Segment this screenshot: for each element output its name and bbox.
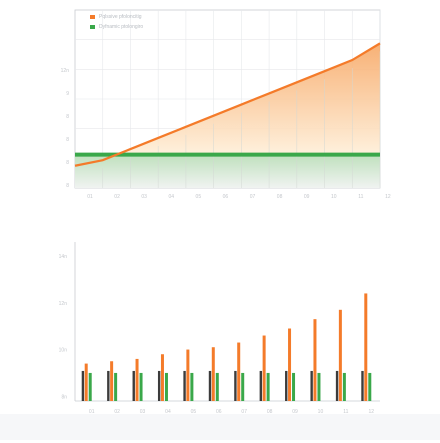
chart-legend: Pqlssive pfoloncitig Dyfnamic ptolongiro — [90, 12, 143, 32]
bar-shadow — [310, 370, 313, 401]
bar-orange — [288, 328, 292, 401]
bar-green — [139, 372, 143, 401]
legend-item-dynamic: Dyfnamic ptolongiro — [90, 22, 143, 32]
bar-green — [368, 372, 372, 401]
x-tick-label: 02 — [114, 409, 120, 415]
bar-orange — [135, 358, 139, 401]
bar-shadow — [259, 370, 263, 401]
footer-band — [0, 414, 440, 440]
x-tick-label: 12 — [385, 194, 391, 200]
series-line-orange — [74, 42, 381, 167]
x-tick-label: 09 — [304, 194, 310, 200]
x-tick-label: 10 — [318, 409, 324, 415]
area-orange — [75, 43, 380, 166]
bar-shadow — [183, 370, 186, 401]
legend-label-passive: Pqlssive pfoloncitig — [99, 14, 142, 20]
bar-orange — [262, 335, 266, 401]
bar-orange — [313, 319, 317, 401]
bar-shadow — [81, 370, 85, 401]
x-tick-label: 11 — [358, 194, 363, 200]
x-tick-label: 08 — [277, 194, 283, 200]
bar-orange — [211, 347, 215, 401]
area-green — [75, 154, 380, 188]
y-tick-label: 10n — [59, 348, 68, 354]
x-tick-label: 04 — [165, 409, 171, 415]
bar-shadow — [107, 370, 110, 401]
bar-green — [241, 372, 245, 401]
bar-orange — [338, 309, 342, 401]
bar-orange — [186, 349, 190, 401]
bar-shadow — [208, 370, 212, 401]
x-tick-label: 09 — [292, 409, 298, 415]
bar-shadow — [234, 370, 237, 401]
x-tick-label: 07 — [250, 194, 256, 200]
x-tick-label: 06 — [223, 194, 229, 200]
x-tick-label: 01 — [87, 194, 93, 200]
bar-chart-svg: 14n 12n 10n 8n 01 02 03 04 05 06 07 08 09 10 11 12 — [59, 242, 380, 415]
bar-shadow — [157, 370, 161, 401]
legend-item-passive: Pqlssive pfoloncitig — [90, 12, 143, 22]
x-tick-label: 02 — [114, 194, 120, 200]
x-tick-label: 05 — [191, 409, 197, 415]
x-tick-label: 06 — [216, 409, 222, 415]
bar-green — [266, 372, 270, 401]
x-tick-label: 08 — [267, 409, 273, 415]
bar-green — [342, 372, 346, 401]
x-tick-label: 10 — [331, 194, 337, 200]
y-tick-label: 14n — [59, 254, 68, 260]
bar-green — [164, 372, 168, 401]
bar-orange — [84, 363, 88, 401]
bar-orange — [364, 293, 368, 401]
bar-green — [215, 372, 219, 401]
x-tick-label: 03 — [140, 409, 146, 415]
y-tick-label: 8n — [61, 394, 67, 400]
x-tick-label: 04 — [168, 194, 174, 200]
bar-orange — [237, 342, 241, 401]
line-area-chart-svg: 12n 9 8 8 8 8 01 02 03 04 05 06 07 08 09 10 11 12 — [61, 9, 391, 200]
x-tick-label: 12 — [369, 409, 375, 415]
bar-green — [114, 372, 118, 401]
legend-swatch-orange — [90, 15, 95, 19]
y-tick-label: 8 — [66, 183, 69, 189]
x-tick-label: 11 — [343, 409, 348, 415]
bar-shadow — [361, 370, 364, 401]
x-tick-label: 01 — [89, 409, 95, 415]
bar-shadow — [132, 370, 135, 401]
x-tick-label: 03 — [141, 194, 147, 200]
y-tick-label: 8 — [66, 137, 69, 143]
bar-green — [88, 372, 92, 401]
legend-label-dynamic: Dyfnamic ptolongiro — [99, 24, 144, 30]
legend-swatch-green — [90, 25, 95, 29]
bar-green — [190, 372, 194, 401]
bar-green — [317, 372, 321, 401]
bar-chart: 14n 12n 10n 8n 01 02 03 04 05 06 07 08 09 10 11 12 — [0, 228, 440, 438]
y-tick-label: 12n — [59, 301, 68, 307]
y-tick-label: 8 — [66, 160, 69, 166]
bar-orange — [160, 354, 164, 401]
line-area-chart: 12n 9 8 8 8 8 01 02 03 04 05 06 07 08 09 10 11 12 Pqlssiv… — [0, 0, 440, 210]
bar-green — [292, 372, 296, 401]
y-tick-label: 12n — [61, 68, 70, 74]
bar-orange — [110, 361, 114, 401]
y-tick-label: 8 — [66, 114, 69, 120]
x-tick-label: 07 — [241, 409, 247, 415]
y-tick-label: 9 — [66, 91, 69, 97]
x-tick-label: 05 — [196, 194, 202, 200]
bar-shadow — [335, 370, 339, 401]
bar-shadow — [285, 370, 288, 401]
